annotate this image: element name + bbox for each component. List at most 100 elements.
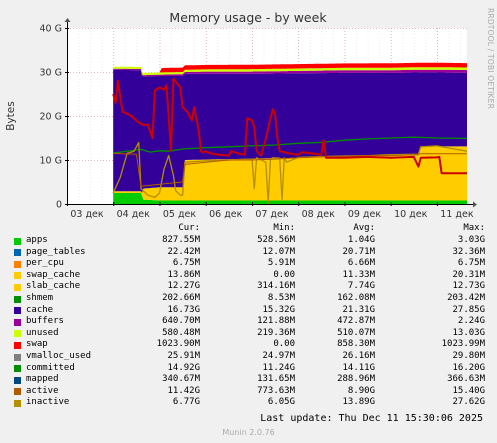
legend-swap-min: 0.00 [273,339,295,350]
x-tick-label: 06 дек [209,209,243,220]
line-active [113,152,467,187]
legend-mapped-cur: 340.67M [162,374,200,385]
legend-header-min: Min: [273,223,295,233]
legend-swatch-swap_cache [14,272,21,280]
x-tick-label: 08 дек [302,209,336,220]
legend-per_cpu-cur: 6.75M [172,258,200,269]
legend-swap_cache-avg: 11.33M [342,269,375,280]
legend-per_cpu-avg: 6.66M [347,258,375,269]
legend-swatch-swap [14,341,21,349]
legend-unused-cur: 580.48M [162,327,200,338]
area-unused [113,66,467,76]
legend-inactive-min: 6.05G [267,397,295,408]
legend-shmem-max: 203.42M [447,293,485,303]
x-axis-arrow [473,201,477,208]
x-tick-label: 04 дек [117,209,151,220]
legend-committed-name: committed [26,362,75,373]
legend-cache-name: cache [26,304,54,315]
y-tick-label: 30 G [40,68,62,79]
legend-buffers-min: 121.88M [257,316,295,327]
legend-apps-max: 3.03G [457,235,485,245]
legend-inactive-avg: 13.89G [342,397,375,408]
y-tick-label: 0 [56,200,62,211]
area-cache [113,69,467,193]
legend-active-avg: 8.90G [347,385,375,396]
area-apps [113,193,467,204]
legend-swatch-shmem [14,295,21,303]
area-swap [113,62,467,73]
legend-swap-max: 1023.99M [441,339,485,350]
legend-swap-name: swap [26,339,48,350]
legend-swatch-page_tables [14,249,21,257]
legend-vmalloc_used-min: 24.97M [262,351,295,361]
legend-apps-min: 528.56M [257,235,295,245]
x-tick-label: 10 дек [394,209,428,220]
legend-apps-name: apps [26,235,48,245]
x-tick-label: 09 дек [348,209,382,220]
legend-mapped-avg: 288.96M [337,374,375,385]
legend-swap_cache-max: 20.31M [452,269,485,280]
legend-swap-cur: 1023.90M [156,339,200,350]
area-buffers [113,68,467,77]
legend-active-name: active [26,385,59,396]
legend-committed-min: 11.24G [262,362,295,373]
y-axis-arrow [64,18,71,22]
axes: 0 10 G 20 G 30 G 40 G 03 дек 04 дек 05 дек 06 де… [40,18,477,220]
stacked-areas [113,62,467,204]
rrdtool-credit: RRDTOOL / TOBI OETIKER [486,8,495,109]
legend-swap_cache-cur: 13.86M [167,269,200,280]
legend-header-max: Max: [463,223,485,233]
legend-swatch-vmalloc_used [14,353,21,361]
legend-shmem-cur: 202.66M [162,293,200,303]
legend-committed-cur: 14.92G [167,362,200,373]
legend-apps-avg: 1.04G [347,235,375,245]
y-tick-label: 40 G [40,24,62,35]
legend-inactive-max: 27.62G [452,397,485,408]
legend-slab_cache-cur: 12.27G [167,281,200,292]
legend-inactive-name: inactive [26,397,70,408]
x-tick-label: 11 дек [440,209,474,220]
legend-vmalloc_used-avg: 26.16M [342,351,375,361]
legend-unused-min: 219.36M [257,327,295,338]
legend-page_tables-min: 12.07M [262,246,295,257]
y-tick-label: 20 G [40,112,62,123]
y-tick-label: 10 G [40,156,62,167]
x-tick-label: 03 дек [70,209,104,220]
legend-cache-avg: 21.31G [342,304,375,315]
legend-committed-avg: 14.11G [342,362,375,373]
legend-swatch-unused [14,330,21,338]
legend-shmem-name: shmem [26,293,54,303]
line-swap [112,77,467,175]
legend-slab_cache-max: 12.73G [452,281,485,292]
legend-swap_cache-name: swap_cache [26,269,81,280]
legend-vmalloc_used-name: vmalloc_used [26,351,92,361]
legend-swatch-committed [14,365,21,373]
legend-per_cpu-max: 6.75M [457,258,485,269]
legend-swap-avg: 858.30M [337,339,375,350]
legend-apps-cur: 827.55M [162,235,200,245]
legend-committed-max: 16.20G [452,362,485,373]
legend-buffers-max: 2.24G [457,316,485,327]
legend-active-cur: 11.42G [167,385,200,396]
legend-unused-avg: 510.07M [337,327,375,338]
legend-slab_cache-min: 314.16M [257,281,295,292]
legend-mapped-min: 131.65M [257,374,295,385]
legend-cache-max: 27.85G [452,304,485,315]
legend-page_tables-avg: 20.71M [342,246,375,257]
legend-mapped-max: 366.63M [447,374,485,385]
legend-header-avg: Avg: [353,223,375,233]
legend-unused-name: unused [26,327,59,338]
y-axis-label: Bytes [5,101,17,130]
legend-mapped-name: mapped [26,374,59,385]
series-lines [112,77,468,204]
legend-swatch-slab_cache [14,283,21,291]
legend-active-max: 15.40G [452,385,485,396]
legend-buffers-name: buffers [26,316,64,327]
chart-title: Memory usage - by week [169,10,327,25]
x-tick-label: 05 дек [163,209,197,220]
legend-buffers-avg: 472.87M [337,316,375,327]
legend-shmem-avg: 162.08M [337,293,375,303]
legend-vmalloc_used-max: 29.80M [452,351,485,361]
legend-cache-min: 15.32G [262,304,295,315]
